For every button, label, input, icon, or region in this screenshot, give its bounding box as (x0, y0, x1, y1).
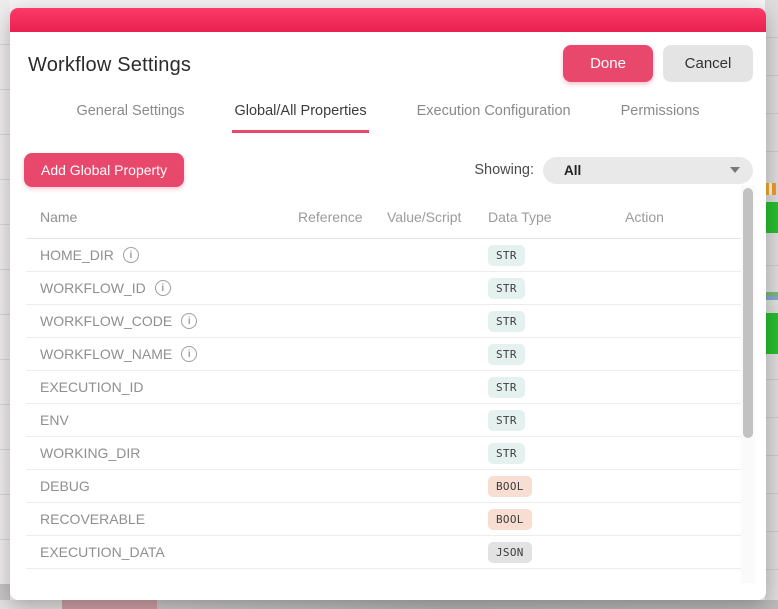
data-type-cell: STR (488, 277, 625, 299)
table-row: WORKING_DIR STR (26, 437, 743, 470)
table-scrollbar[interactable] (741, 185, 755, 583)
column-header-data-type: Data Type (488, 209, 552, 225)
data-type-badge: STR (488, 409, 525, 431)
data-type-badge: STR (488, 277, 525, 299)
background-orange-fragment (765, 183, 778, 195)
scrollbar-thumb[interactable] (743, 188, 753, 438)
info-icon[interactable]: i (181, 313, 198, 329)
column-header-value-script: Value/Script (387, 209, 462, 225)
property-name: WORKING_DIR (40, 445, 141, 461)
data-type-badge: BOOL (488, 475, 532, 497)
property-name-cell: RECOVERABLE (26, 511, 298, 527)
property-name: EXECUTION_DATA (40, 544, 165, 560)
property-name-cell: DEBUG (26, 478, 298, 494)
toolbar: Add Global Property Showing: All (24, 153, 753, 187)
data-type-badge: STR (488, 310, 525, 332)
data-type-badge: STR (488, 442, 525, 464)
property-name-cell: WORKFLOW_ID i (26, 280, 298, 296)
background-green-button-fragment (765, 202, 778, 233)
property-name-cell: ENV (26, 412, 298, 428)
table-row: HOME_DIR i STR (26, 239, 743, 272)
data-type-cell: JSON (488, 541, 625, 563)
data-type-badge: STR (488, 376, 525, 398)
data-type-badge: STR (488, 343, 525, 365)
modal-title: Workflow Settings (28, 54, 192, 76)
table-row: DEBUG BOOL (26, 470, 743, 503)
chevron-down-icon (730, 167, 740, 173)
table-row: WORKFLOW_NAME i STR (26, 338, 743, 371)
workflow-settings-modal: Workflow Settings Done Cancel General Se… (10, 8, 766, 600)
tab-permissions[interactable]: Permissions (620, 103, 700, 119)
info-icon[interactable]: i (154, 280, 171, 296)
property-name-cell: WORKFLOW_CODE i (26, 313, 298, 329)
modal-header: Workflow Settings Done Cancel (10, 32, 766, 82)
info-icon[interactable]: i (122, 247, 139, 263)
tab-execution-configuration[interactable]: Execution Configuration (416, 103, 571, 119)
properties-table: Name Reference Value/Script Data Type Action… (26, 196, 743, 569)
table-row: RECOVERABLE BOOL (26, 503, 743, 536)
tab-general-settings[interactable]: General Settings (76, 103, 185, 119)
table-row: ENV STR (26, 404, 743, 437)
done-button[interactable]: Done (563, 45, 653, 82)
data-type-cell: STR (488, 409, 625, 431)
showing-dropdown-value: All (564, 162, 582, 178)
data-type-badge: STR (488, 244, 525, 266)
property-name-cell: EXECUTION_ID (26, 379, 298, 395)
property-name: RECOVERABLE (40, 511, 146, 527)
table-row: EXECUTION_ID STR (26, 371, 743, 404)
property-name: WORKFLOW_NAME (40, 346, 173, 362)
data-type-badge: BOOL (488, 508, 532, 530)
header-buttons: Done Cancel (563, 45, 753, 82)
property-name-cell: WORKING_DIR (26, 445, 298, 461)
data-type-cell: STR (488, 244, 625, 266)
column-header-reference: Reference (298, 209, 363, 225)
showing-filter: Showing: All (474, 156, 753, 184)
table-row: EXECUTION_DATA JSON (26, 536, 743, 569)
property-name: EXECUTION_ID (40, 379, 144, 395)
property-name: WORKFLOW_CODE (40, 313, 173, 329)
background-pink-button-fragment (62, 600, 157, 609)
info-icon[interactable]: i (181, 346, 198, 362)
background-table-right-edge (765, 0, 778, 609)
data-type-cell: BOOL (488, 475, 625, 497)
data-type-cell: STR (488, 343, 625, 365)
showing-label: Showing: (474, 162, 534, 178)
property-name-cell: WORKFLOW_NAME i (26, 346, 298, 362)
add-global-property-button[interactable]: Add Global Property (24, 153, 185, 187)
tab-bar: General Settings Global/All Properties Exe… (10, 99, 766, 133)
property-name-cell: EXECUTION_DATA (26, 544, 298, 560)
property-name: HOME_DIR (40, 247, 114, 263)
data-type-cell: STR (488, 442, 625, 464)
property-name: WORKFLOW_ID (40, 280, 146, 296)
table-row: WORKFLOW_CODE i STR (26, 305, 743, 338)
table-header-row: Name Reference Value/Script Data Type Action (26, 196, 743, 239)
data-type-cell: STR (488, 310, 625, 332)
column-header-action: Action (625, 209, 664, 225)
modal-accent-bar (10, 8, 766, 32)
showing-dropdown[interactable]: All (543, 156, 753, 184)
background-icon-fragment (765, 292, 778, 305)
background-table-left-edge (0, 0, 10, 609)
table-row: WORKFLOW_ID i STR (26, 272, 743, 305)
data-type-badge: JSON (488, 541, 532, 563)
property-name: ENV (40, 412, 69, 428)
background-bottom-edge (0, 600, 778, 609)
column-header-name: Name (40, 209, 78, 225)
tab-global-all-properties[interactable]: Global/All Properties (232, 99, 369, 133)
cancel-button[interactable]: Cancel (663, 45, 753, 82)
background-fragment (0, 584, 10, 600)
background-green-button-fragment (765, 313, 778, 354)
property-name-cell: HOME_DIR i (26, 247, 298, 263)
data-type-cell: BOOL (488, 508, 625, 530)
data-type-cell: STR (488, 376, 625, 398)
property-name: DEBUG (40, 478, 90, 494)
